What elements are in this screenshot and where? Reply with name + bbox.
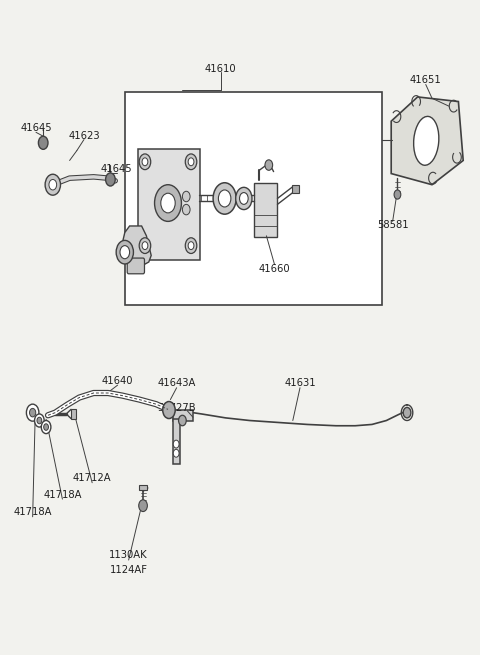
Circle shape bbox=[240, 193, 248, 204]
Text: 41610: 41610 bbox=[205, 64, 237, 74]
Circle shape bbox=[139, 500, 147, 512]
Circle shape bbox=[44, 424, 48, 430]
Bar bbox=[125, 92, 382, 305]
Circle shape bbox=[179, 415, 186, 426]
Circle shape bbox=[155, 185, 181, 221]
Bar bbox=[139, 485, 147, 490]
Circle shape bbox=[163, 402, 175, 419]
Text: 58581: 58581 bbox=[377, 220, 408, 231]
Circle shape bbox=[236, 187, 252, 210]
Circle shape bbox=[185, 154, 197, 170]
Circle shape bbox=[173, 440, 179, 448]
Bar bbox=[173, 410, 193, 421]
Text: 41645: 41645 bbox=[101, 164, 132, 174]
Circle shape bbox=[30, 409, 36, 417]
Circle shape bbox=[139, 238, 151, 253]
Text: 1130AK: 1130AK bbox=[109, 550, 148, 561]
Circle shape bbox=[188, 242, 194, 250]
Circle shape bbox=[142, 242, 148, 250]
Bar bbox=[254, 183, 277, 237]
Text: 41643A: 41643A bbox=[157, 378, 196, 388]
Text: 41651: 41651 bbox=[410, 75, 442, 85]
Polygon shape bbox=[391, 97, 463, 185]
Text: 41623: 41623 bbox=[68, 130, 100, 141]
Circle shape bbox=[394, 190, 401, 199]
Circle shape bbox=[120, 246, 130, 259]
Ellipse shape bbox=[414, 117, 439, 165]
Circle shape bbox=[26, 404, 39, 421]
Text: 41718A: 41718A bbox=[13, 507, 52, 517]
Text: 41718A: 41718A bbox=[43, 489, 82, 500]
Circle shape bbox=[37, 417, 42, 424]
Circle shape bbox=[41, 421, 51, 434]
FancyBboxPatch shape bbox=[138, 149, 200, 260]
Circle shape bbox=[185, 238, 197, 253]
Circle shape bbox=[218, 190, 231, 207]
Circle shape bbox=[173, 449, 179, 457]
Circle shape bbox=[188, 158, 194, 166]
Text: 41712A: 41712A bbox=[73, 473, 111, 483]
Circle shape bbox=[265, 160, 273, 170]
Text: 41660: 41660 bbox=[259, 263, 290, 274]
Text: 41645: 41645 bbox=[20, 122, 52, 133]
Circle shape bbox=[49, 179, 57, 190]
Circle shape bbox=[35, 414, 44, 427]
Circle shape bbox=[161, 193, 175, 213]
Polygon shape bbox=[121, 226, 151, 269]
Text: 1124AF: 1124AF bbox=[109, 565, 148, 575]
Text: 41640: 41640 bbox=[102, 376, 133, 386]
Circle shape bbox=[403, 407, 411, 418]
FancyBboxPatch shape bbox=[71, 409, 76, 419]
Circle shape bbox=[142, 158, 148, 166]
Circle shape bbox=[106, 173, 115, 186]
Circle shape bbox=[182, 204, 190, 215]
Circle shape bbox=[213, 183, 236, 214]
Circle shape bbox=[182, 191, 190, 202]
Circle shape bbox=[139, 154, 151, 170]
Bar bbox=[173, 419, 180, 464]
Circle shape bbox=[45, 174, 60, 195]
FancyBboxPatch shape bbox=[127, 258, 144, 274]
Circle shape bbox=[116, 240, 133, 264]
FancyBboxPatch shape bbox=[292, 185, 299, 193]
Text: 41631: 41631 bbox=[284, 378, 316, 388]
Text: 58727B: 58727B bbox=[157, 403, 196, 413]
Circle shape bbox=[38, 136, 48, 149]
